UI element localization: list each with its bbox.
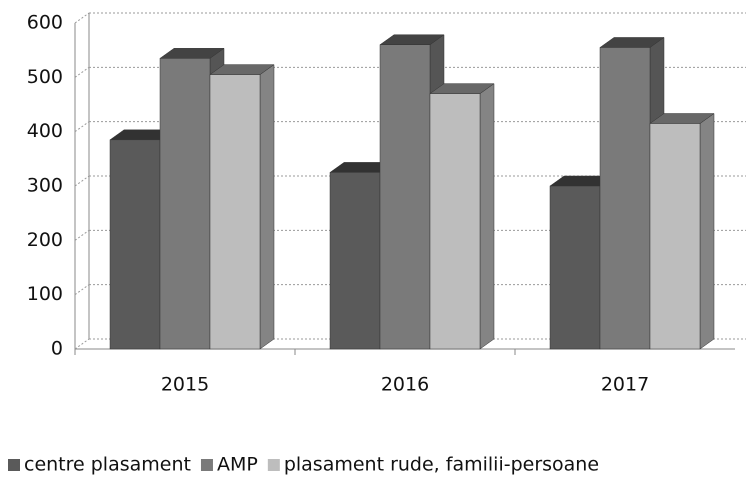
grid-line-side	[74, 121, 90, 133]
bar	[379, 44, 431, 350]
bar-side	[479, 83, 495, 350]
grid-line-side	[74, 175, 90, 187]
bar	[649, 123, 701, 350]
y-tick-label: 100	[27, 283, 63, 305]
bar	[209, 74, 261, 350]
grid-line-side	[74, 338, 90, 350]
legend-label: centre plasament	[24, 454, 191, 476]
y-tick-label: 200	[27, 229, 63, 251]
bar	[329, 172, 381, 350]
bar	[429, 93, 481, 350]
bar	[549, 185, 601, 350]
y-tick-label: 500	[27, 66, 63, 88]
x-tick-label: 2017	[601, 374, 649, 396]
legend-swatch	[200, 459, 213, 471]
x-tick-label: 2016	[381, 374, 429, 396]
grid-line-side	[74, 284, 90, 296]
bar	[599, 47, 651, 350]
legend-label: AMP	[217, 454, 258, 476]
y-tick-label: 300	[27, 175, 63, 197]
legend-swatch	[8, 459, 20, 471]
bar-side	[699, 113, 715, 350]
bar	[159, 58, 211, 350]
bar-side	[259, 64, 275, 350]
x-tick-label: 2015	[161, 374, 209, 396]
y-tick-label: 600	[27, 12, 63, 34]
grid-line-side	[74, 66, 90, 78]
grid-line-side	[74, 12, 90, 24]
grid-line-side	[74, 229, 90, 241]
y-tick-label: 0	[51, 338, 63, 360]
legend-label: plasament rude, familii-persoane	[284, 454, 599, 476]
y-tick-label: 400	[27, 120, 63, 142]
bar	[109, 139, 161, 350]
legend-swatch	[267, 459, 280, 471]
